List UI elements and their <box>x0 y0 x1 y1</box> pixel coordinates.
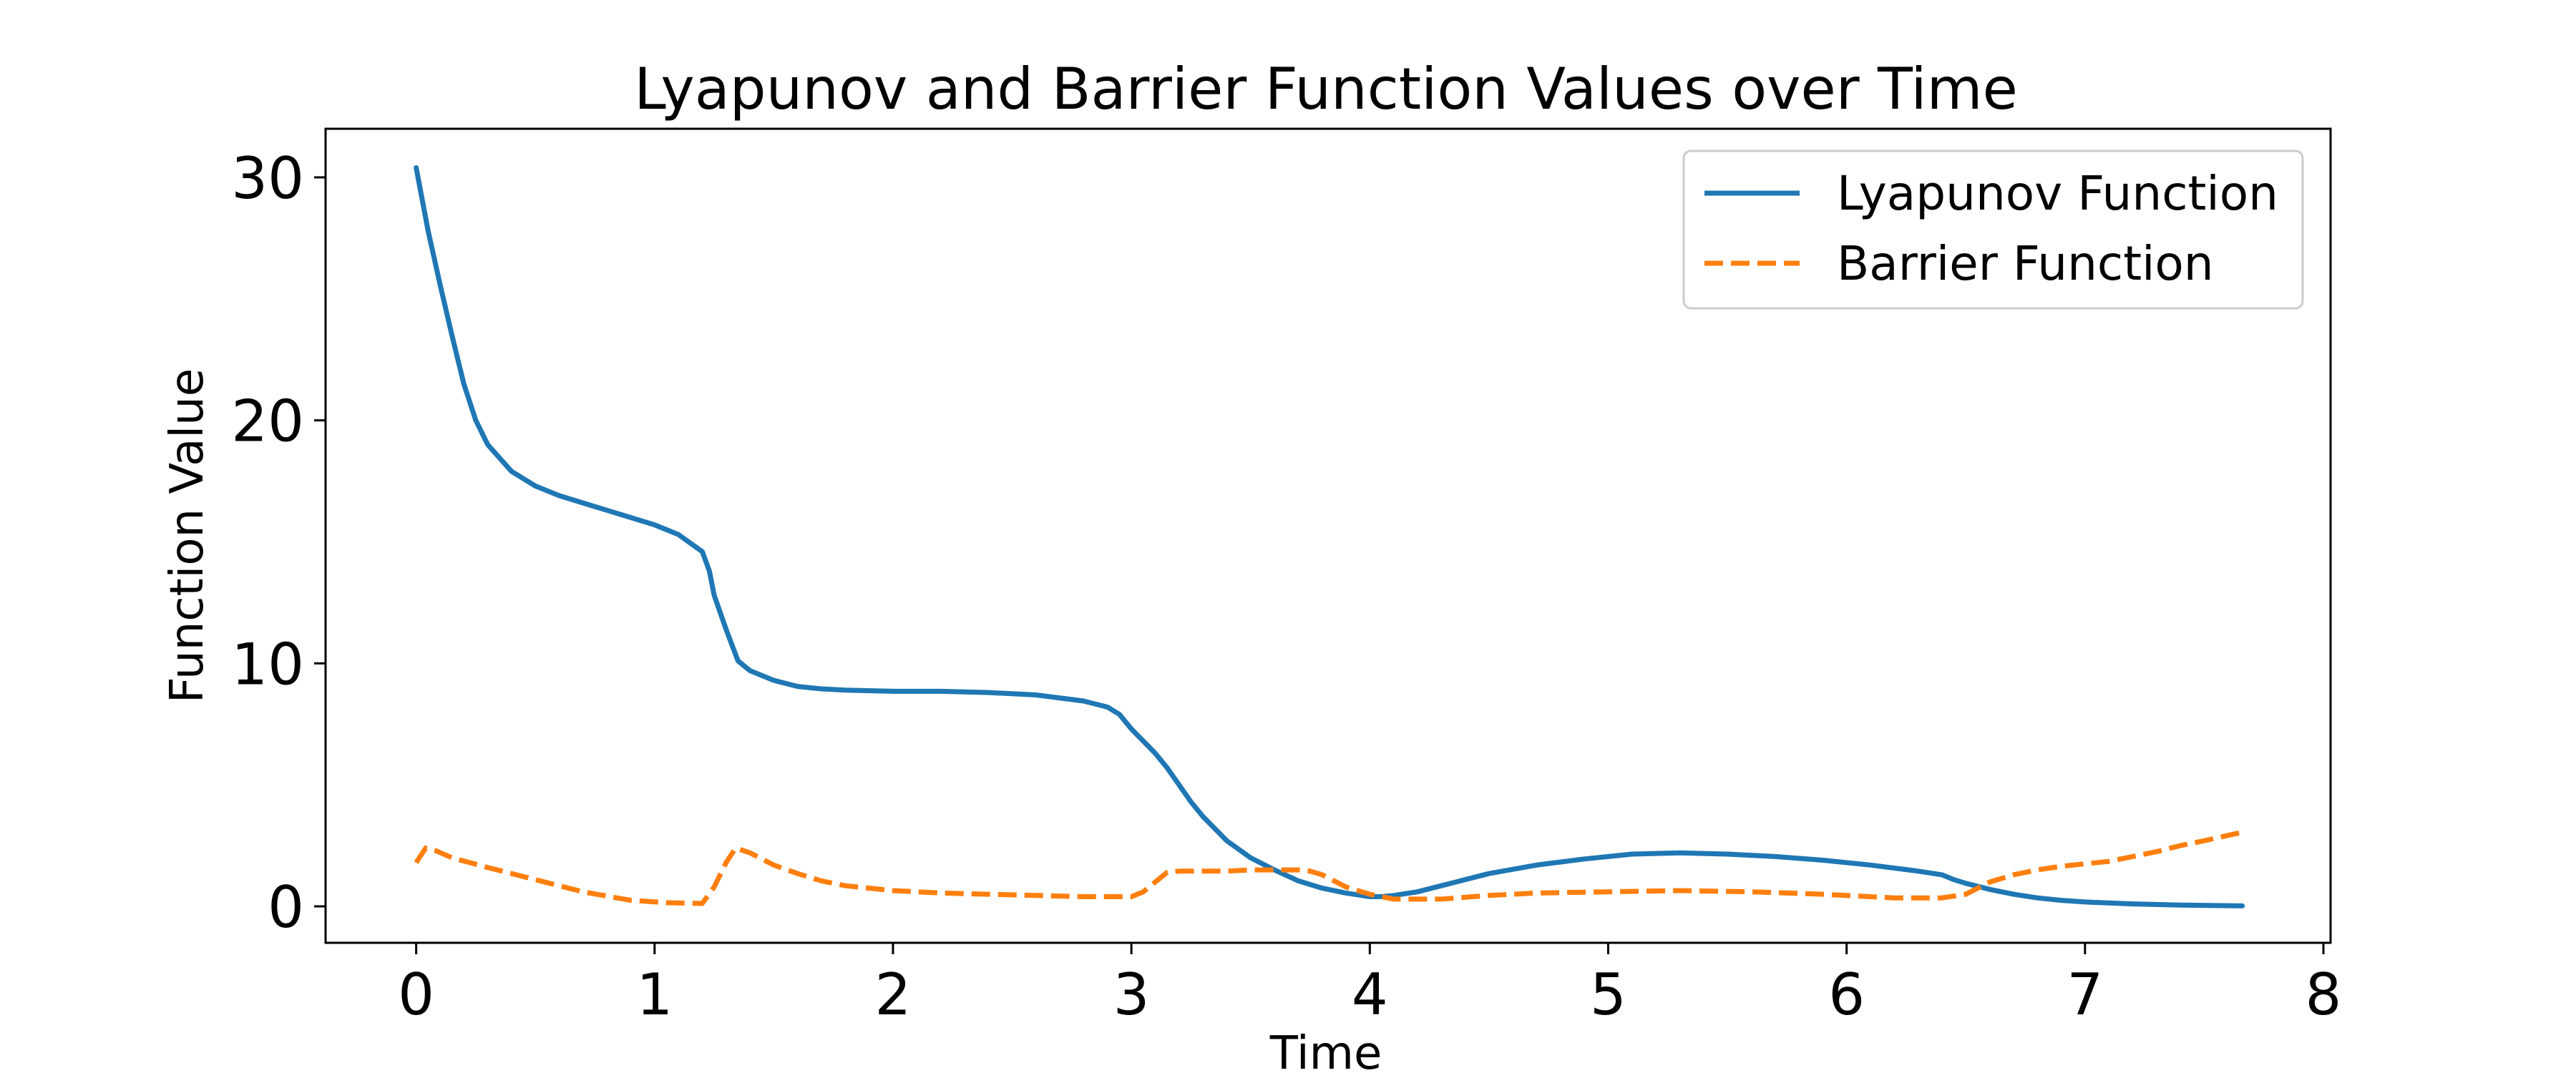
y-tick-label: 10 <box>231 631 304 697</box>
x-tick-label: 2 <box>875 961 912 1028</box>
y-axis: 0 10 20 30 <box>231 145 326 941</box>
chart-title: Lyapunov and Barrier Function Values ove… <box>634 56 2018 122</box>
legend: Lyapunov Function Barrier Function <box>1682 150 2304 310</box>
x-tick-label: 5 <box>1590 961 1626 1028</box>
x-tick-label: 0 <box>398 961 434 1028</box>
legend-label-barrier: Barrier Function <box>1837 236 2214 291</box>
x-tick-label: 3 <box>1113 961 1150 1028</box>
series-layer <box>414 165 2245 908</box>
x-tick-label: 1 <box>636 961 673 1028</box>
legend-label-lyapunov: Lyapunov Function <box>1837 166 2278 221</box>
x-tick-label: 4 <box>1352 961 1388 1028</box>
x-tick-label: 7 <box>2067 961 2103 1028</box>
x-tick-label: 8 <box>2306 961 2342 1028</box>
y-axis-label: Function Value <box>161 368 214 703</box>
x-tick-label: 6 <box>1828 961 1865 1028</box>
series-line-barrier <box>414 829 2243 906</box>
series-line-lyapunov <box>414 165 2245 908</box>
plot-frame <box>324 127 2332 944</box>
legend-box <box>1682 150 2304 310</box>
y-tick-label: 0 <box>268 874 304 941</box>
y-tick-label: 20 <box>231 388 304 455</box>
y-tick-label: 30 <box>231 145 304 212</box>
x-axis: 0 1 2 3 4 5 6 7 8 <box>398 943 2341 1028</box>
x-axis-label: Time <box>1269 1027 1382 1073</box>
